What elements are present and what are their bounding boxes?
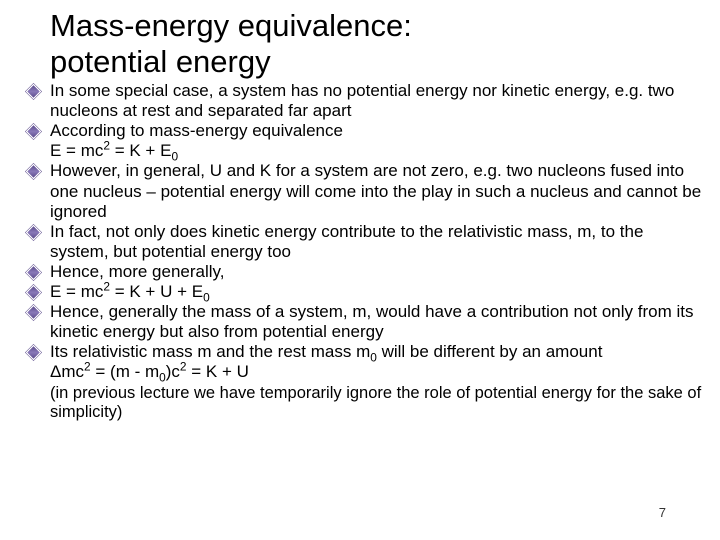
bullet-item-4: In fact, not only does kinetic energy co… <box>26 222 702 262</box>
bullet-item-6: E = mc2 = K + U + E0 <box>26 282 702 302</box>
equation-line-1: E = mc2 = K + E0 <box>26 141 702 161</box>
eq-text: )c <box>166 362 180 381</box>
slide-title: Mass-energy equivalence: potential energ… <box>50 8 702 79</box>
bullet-item-8: Its relativistic mass m and the rest mas… <box>26 342 702 362</box>
equation-line-2: Δmc2 = (m - m0)c2 = K + U <box>26 362 702 382</box>
eq-text: mc <box>61 362 84 381</box>
footnote: (in previous lecture we have temporarily… <box>50 384 702 423</box>
eq-text: = K + U <box>187 362 249 381</box>
bullet-text: Its relativistic mass m and the rest mas… <box>50 342 370 361</box>
bullet-list: In some special case, a system has no po… <box>26 81 702 141</box>
subscript: 0 <box>370 350 377 364</box>
bullet-text: In some special case, a system has no po… <box>50 81 674 120</box>
bullet-item-7: Hence, generally the mass of a system, m… <box>26 302 702 342</box>
bullet-text: Hence, more generally, <box>50 262 225 281</box>
bullet-item-3: However, in general, U and K for a syste… <box>26 161 702 221</box>
bullet-text: In fact, not only does kinetic energy co… <box>50 222 643 261</box>
eq-text: E = mc <box>50 141 103 160</box>
bullet-text: will be different by an amount <box>377 342 603 361</box>
page-number: 7 <box>659 505 666 520</box>
bullet-text: However, in general, U and K for a syste… <box>50 161 701 220</box>
eq-text: = K + U + E <box>110 282 203 301</box>
bullet-item-2: According to mass-energy equivalence <box>26 121 702 141</box>
eq-delta: Δ <box>50 362 61 381</box>
bullet-item-5: Hence, more generally, <box>26 262 702 282</box>
superscript: 2 <box>103 279 110 293</box>
bullet-item-1: In some special case, a system has no po… <box>26 81 702 121</box>
eq-text: = (m - m <box>91 362 159 381</box>
slide-container: Mass-energy equivalence: potential energ… <box>0 0 720 431</box>
eq-text: = K + E <box>110 141 171 160</box>
bullet-text: Hence, generally the mass of a system, m… <box>50 302 693 341</box>
subscript: 0 <box>159 370 166 384</box>
title-line-2: potential energy <box>50 44 271 79</box>
eq-text: E = mc <box>50 282 103 301</box>
bullet-text: According to mass-energy equivalence <box>50 121 343 140</box>
title-line-1: Mass-energy equivalence: <box>50 8 412 43</box>
bullet-list: However, in general, U and K for a syste… <box>26 161 702 361</box>
